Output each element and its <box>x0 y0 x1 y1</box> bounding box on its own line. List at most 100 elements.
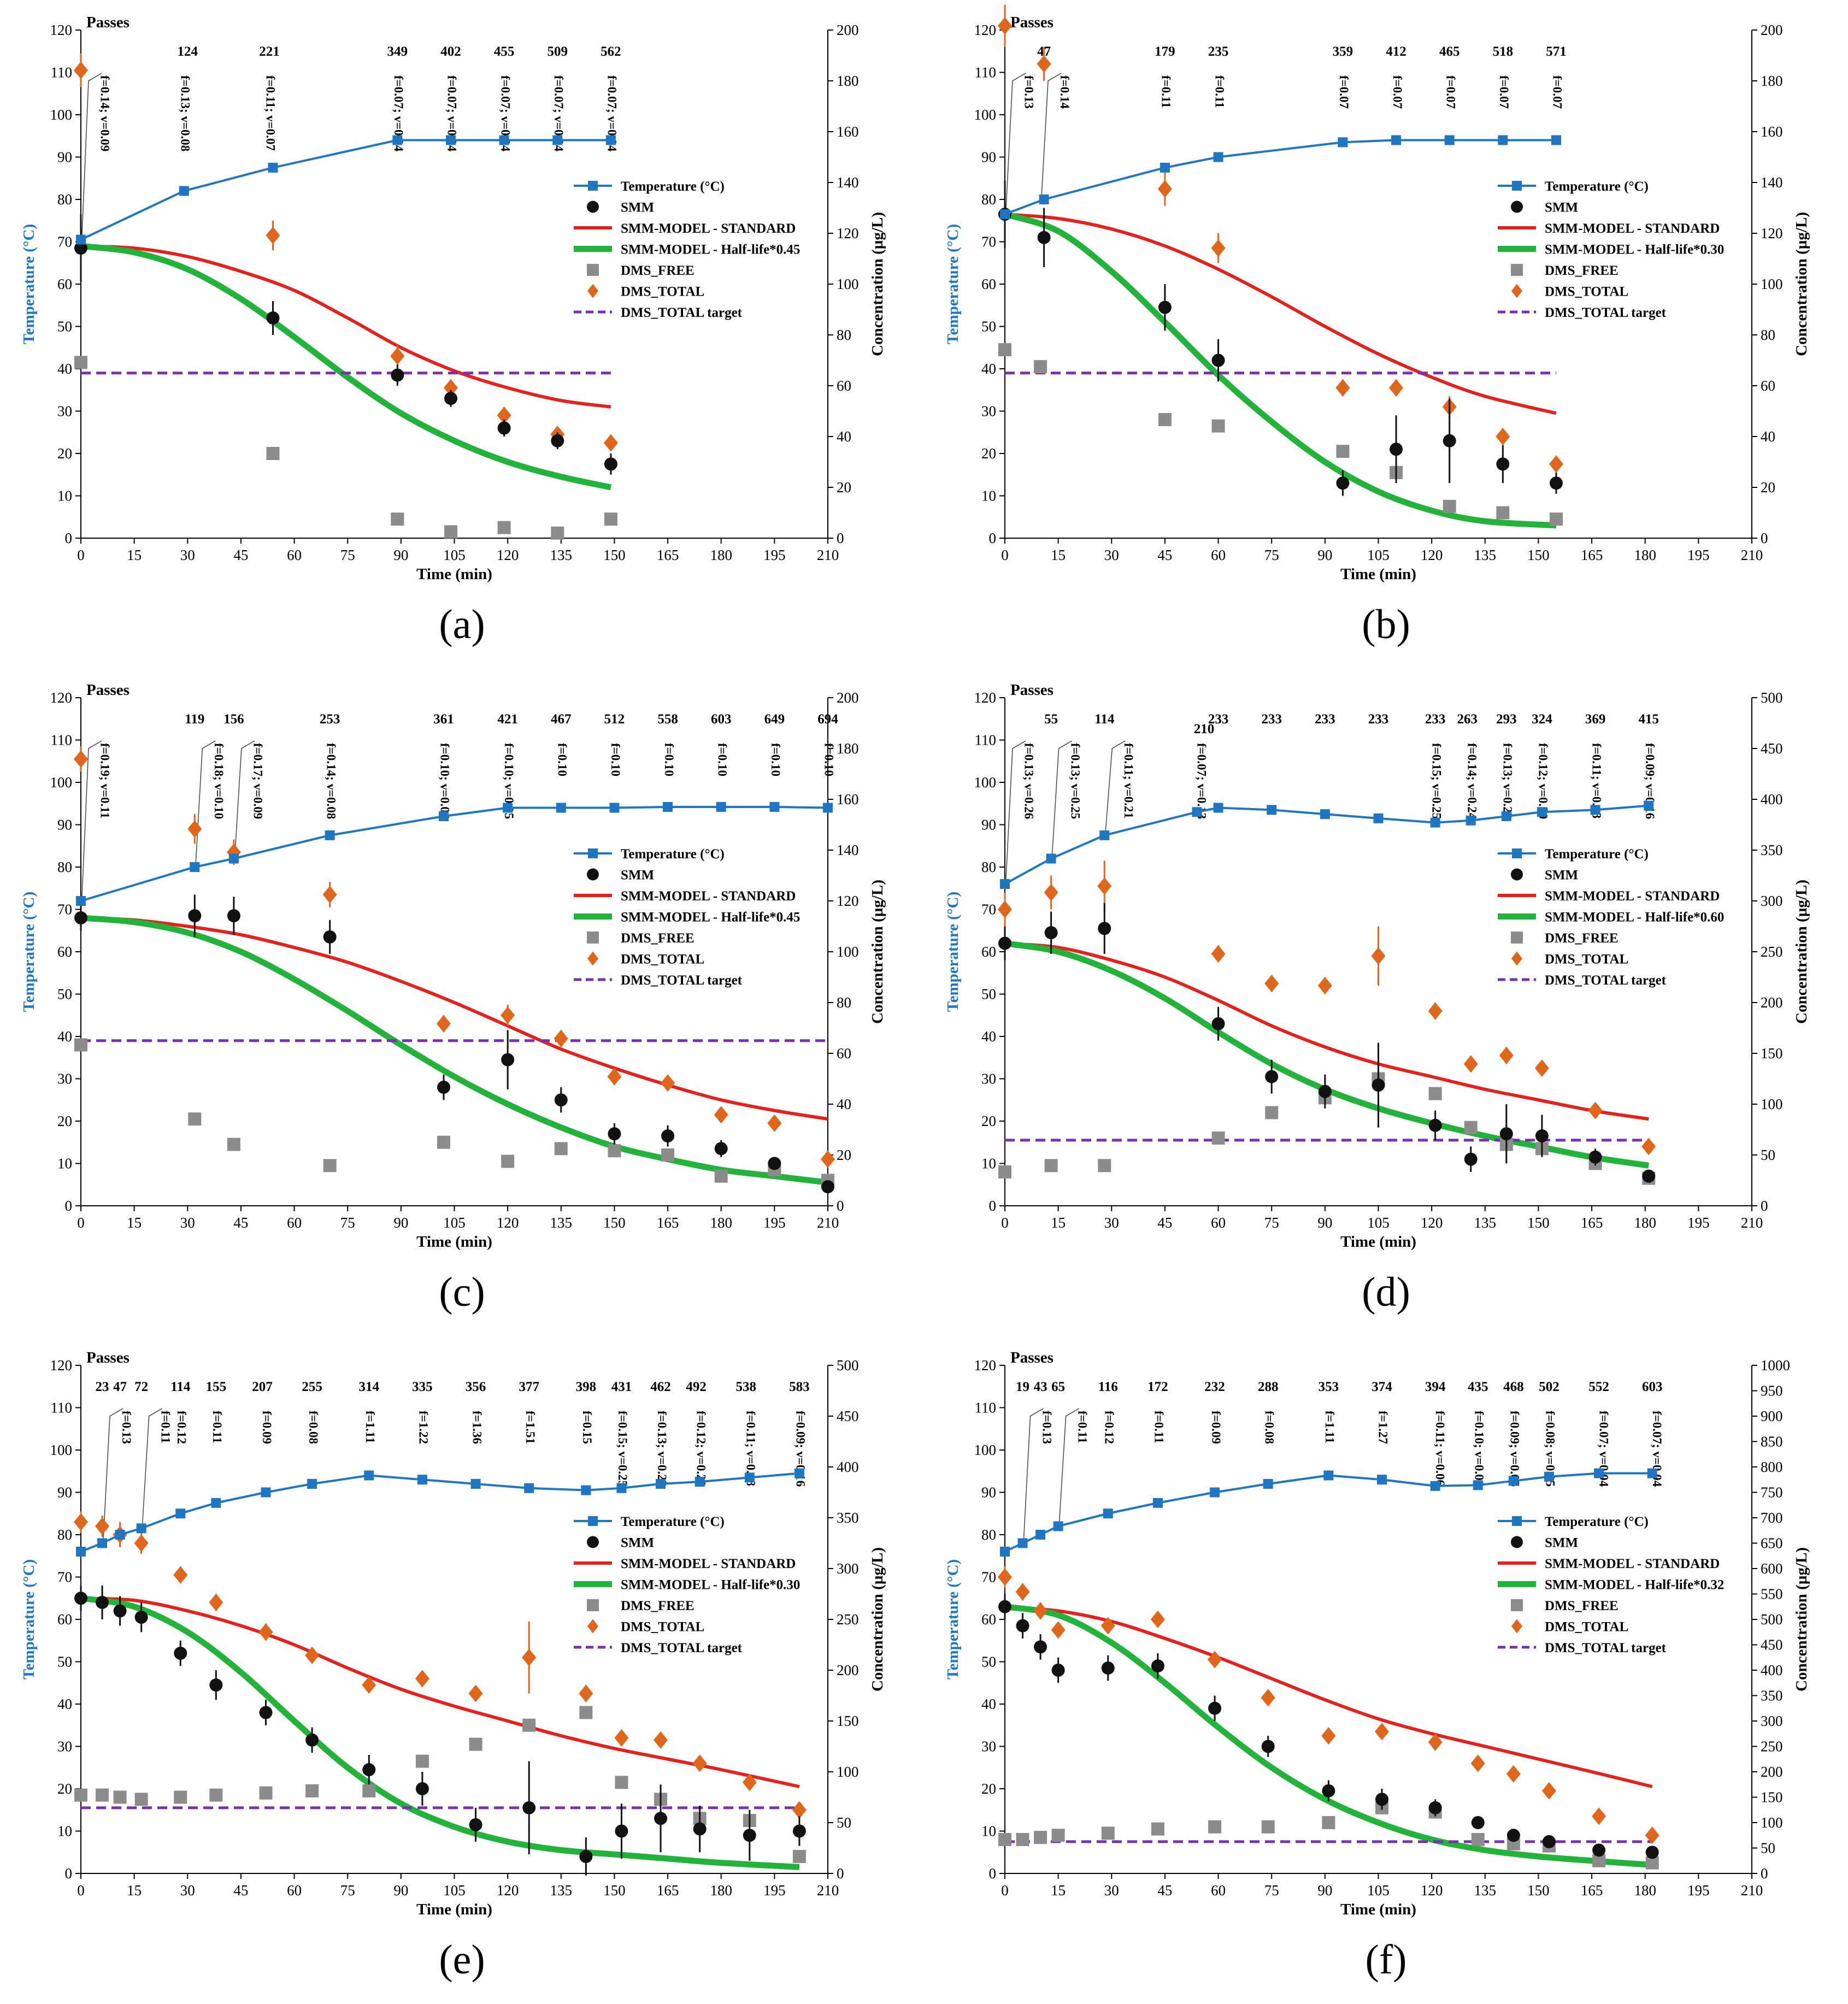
passes-count-label: 314 <box>359 1380 380 1394</box>
temperature-point <box>1210 1487 1220 1498</box>
dms-free-point <box>608 1144 621 1158</box>
temperature-point <box>438 811 449 821</box>
smm-point <box>1016 1619 1029 1632</box>
y-right-tick-label: 850 <box>1761 1434 1783 1450</box>
y-left-tick-label: 60 <box>57 944 72 960</box>
passes-count-label: 538 <box>736 1380 757 1394</box>
temperature-point <box>1466 815 1476 826</box>
smm-point <box>96 1596 109 1609</box>
fv-annotation: f=0.13; v=0.08 <box>178 75 192 151</box>
y-left-tick-label: 10 <box>981 1156 996 1172</box>
y-left-tick-label: 90 <box>981 1484 996 1501</box>
passes-count-label: 518 <box>1493 44 1514 59</box>
passes-count-label: 335 <box>412 1380 433 1394</box>
temperature-point <box>364 1470 374 1481</box>
passes-count-label: 235 <box>1208 44 1229 59</box>
dms-free-point <box>469 1737 482 1751</box>
legend-label: SMM-MODEL - Half-life*0.30 <box>1545 243 1724 257</box>
dms-free-point <box>792 1850 806 1863</box>
dms-free-point <box>1211 419 1225 433</box>
temperature-point <box>1099 830 1110 840</box>
y-left-tick-label: 50 <box>981 986 996 1003</box>
x-tick-label: 150 <box>1527 1882 1550 1899</box>
y-left-tick-label: 70 <box>57 901 72 918</box>
legend-marker-dms-free <box>1511 264 1523 276</box>
y-right-tick-label: 160 <box>1761 123 1783 140</box>
dms-free-point <box>437 1135 450 1149</box>
smm-model-standard-line <box>80 1596 800 1789</box>
fv-annotation: f=1.22 <box>417 1411 431 1444</box>
legend-marker-temperature <box>1512 181 1522 191</box>
y-right-tick-label: 80 <box>1761 327 1775 343</box>
y-right-tick-label: 200 <box>837 1662 859 1678</box>
temperature-point <box>663 801 673 812</box>
temperature-point <box>1338 137 1348 148</box>
legend-label: DMS_FREE <box>1545 263 1619 278</box>
legend-label: SMM <box>621 868 654 883</box>
dms-total-point <box>305 1646 320 1664</box>
temperature-point <box>1551 135 1561 145</box>
temperature-point <box>445 135 456 145</box>
smm-point <box>1375 1793 1389 1806</box>
x-tick-label: 180 <box>1634 1882 1656 1899</box>
fv-annotation: f=0.08 <box>1262 1411 1276 1444</box>
smm-point <box>1318 1084 1332 1098</box>
smm-point <box>1428 1118 1442 1132</box>
dms-free-point <box>1208 1820 1222 1834</box>
y-right-tick-label: 100 <box>837 1764 859 1780</box>
fv-annotation: f=0.19; v=0.11 <box>98 743 112 818</box>
x-tick-label: 210 <box>817 1882 839 1899</box>
dms-total-point <box>173 1566 188 1584</box>
temperature-point <box>179 186 189 196</box>
smm-model-halflife-line <box>1004 1604 1653 1868</box>
chart-panel-e: 0 10 20 30 40 50 60 70 80 90 100 110 120 0 50 100 150 200… <box>0 1335 924 2003</box>
x-axis-title: Time (min) <box>1340 565 1416 583</box>
y-right-tick-label: 600 <box>1761 1560 1783 1577</box>
y-right-tick-label: 40 <box>837 1096 851 1112</box>
x-tick-label: 60 <box>1211 547 1226 563</box>
temperature-point <box>744 1472 755 1483</box>
fv-annotation: f=0.07 <box>1391 75 1404 109</box>
dms-total-point <box>1506 1765 1521 1783</box>
y-left-tick-label: 20 <box>981 1113 996 1129</box>
y-right-tick-label: 160 <box>837 791 859 808</box>
y-left-tick-label: 40 <box>981 1028 996 1045</box>
passes-count-label: 603 <box>1642 1380 1663 1394</box>
legend-marker-temperature <box>588 848 598 858</box>
temperature-point <box>1039 194 1049 204</box>
smm-point <box>1549 476 1563 490</box>
dms-total-point <box>607 1068 622 1086</box>
smm-point <box>437 1081 450 1094</box>
y-right-tick-label: 20 <box>1761 479 1775 496</box>
dms-total-point <box>497 406 511 425</box>
fv-annotation: f=0.11 <box>158 1411 172 1443</box>
passes-count-label: 374 <box>1372 1380 1392 1394</box>
dms-total-point <box>1375 1723 1390 1741</box>
chart-svg-b: 0 10 20 30 40 50 60 70 80 90 100 110 120 0 20 40 60 80 100… <box>944 4 1810 583</box>
passes-count-label: 47 <box>113 1380 127 1394</box>
x-axis-title: Time (min) <box>416 1233 492 1251</box>
passes-count-label: 263 <box>1457 712 1478 727</box>
smm-point <box>604 457 617 471</box>
x-tick-label: 45 <box>1157 1215 1172 1231</box>
legend-label: SMM-MODEL - STANDARD <box>1545 1557 1720 1571</box>
smm-point <box>1211 353 1225 367</box>
x-tick-label: 0 <box>77 1882 85 1899</box>
x-tick-label: 0 <box>77 1215 85 1231</box>
passes-count-label: 649 <box>764 712 785 727</box>
x-tick-label: 165 <box>657 1882 679 1899</box>
fv-annotation: f=0.15; v=0.25 <box>1429 743 1443 819</box>
dms-free-point <box>1322 1816 1335 1829</box>
y-left-tick-label: 90 <box>981 817 996 833</box>
temperature-point <box>1000 1547 1010 1557</box>
temperature-point <box>1263 1479 1273 1489</box>
y-left-tick-label: 80 <box>981 1526 996 1543</box>
passes-count-label: 356 <box>466 1380 486 1394</box>
y-right-tick-label: 20 <box>837 479 851 496</box>
y-left-tick-label: 110 <box>975 64 997 81</box>
dms-free-point <box>209 1788 223 1802</box>
dms-free-point <box>1428 1087 1442 1100</box>
dms-total-point <box>603 434 618 452</box>
legend-label: SMM <box>1545 201 1578 215</box>
dms-free-point <box>259 1786 273 1800</box>
